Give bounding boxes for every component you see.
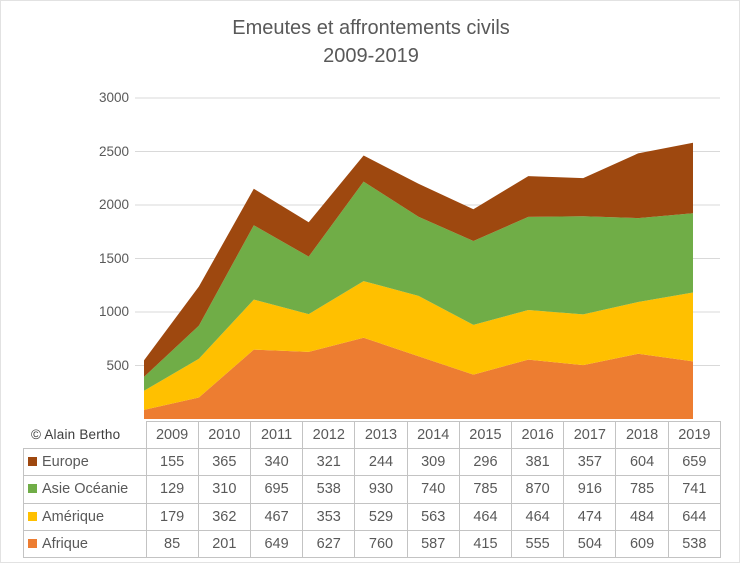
value-cell: 340 <box>249 448 304 477</box>
legend-swatch-icon <box>28 538 37 548</box>
table-row-afrique: Afrique 85 201 649 627 760 587 415 555 504 609 538 <box>23 529 722 559</box>
value-cell: 785 <box>615 475 669 504</box>
value-cell: 129 <box>145 475 199 504</box>
y-axis-tick-label: 2500 <box>98 143 129 159</box>
value-cell: 362 <box>197 502 251 531</box>
value-cell: 870 <box>511 475 565 504</box>
legend-label: Amérique <box>42 508 105 525</box>
value-cell: 538 <box>302 475 356 504</box>
value-cell: 627 <box>302 529 356 559</box>
year-header-cell: 2018 <box>615 420 669 450</box>
data-table: 2009 2010 2011 2012 2013 2014 2015 2016 2017 2018… <box>23 420 722 559</box>
value-cell: 644 <box>667 502 722 531</box>
value-cell: 464 <box>511 502 565 531</box>
y-axis-tick-label: 1500 <box>98 250 129 266</box>
year-header-cell: 2015 <box>458 420 513 450</box>
year-header-cell: 2014 <box>406 420 460 450</box>
y-axis-tick-label: 2000 <box>98 197 129 212</box>
legend-label: Afrique <box>42 535 88 552</box>
value-cell: 930 <box>354 475 408 504</box>
value-cell: 464 <box>458 502 513 531</box>
value-cell: 155 <box>145 448 199 477</box>
area-europe <box>144 142 693 377</box>
value-cell: 587 <box>406 529 460 559</box>
value-cell: 604 <box>615 448 669 477</box>
value-cell: 649 <box>249 529 304 559</box>
value-cell: 760 <box>354 529 408 559</box>
value-cell: 415 <box>458 529 513 559</box>
value-cell: 179 <box>145 502 199 531</box>
table-row-europe: Europe 155 365 340 321 244 309 296 381 357 604 659 <box>23 448 722 477</box>
value-cell: 504 <box>563 529 617 559</box>
value-cell: 357 <box>563 448 617 477</box>
legend-cell: Asie Océanie <box>23 475 147 504</box>
legend-swatch-icon <box>28 457 37 467</box>
value-cell: 381 <box>511 448 565 477</box>
value-cell: 741 <box>667 475 722 504</box>
value-cell: 321 <box>302 448 356 477</box>
table-row-amérique: Amérique 179 362 467 353 529 563 464 464 474 484 64… <box>23 502 722 531</box>
year-header-cell: 2011 <box>249 420 304 450</box>
value-cell: 244 <box>354 448 408 477</box>
value-cell: 695 <box>249 475 304 504</box>
value-cell: 785 <box>458 475 513 504</box>
value-cell: 310 <box>197 475 251 504</box>
value-cell: 529 <box>354 502 408 531</box>
value-cell: 659 <box>667 448 722 477</box>
table-corner-cell <box>24 422 147 449</box>
y-axis-tick-label: 1000 <box>98 304 129 319</box>
value-cell: 85 <box>145 529 199 559</box>
year-header-cell: 2019 <box>667 420 722 450</box>
value-cell: 740 <box>406 475 460 504</box>
chart-title-line2: 2009-2019 <box>323 45 419 67</box>
value-cell: 563 <box>406 502 460 531</box>
y-axis-tick-label: 500 <box>106 357 129 373</box>
copyright-label: © Alain Bertho <box>31 427 121 442</box>
value-cell: 201 <box>197 529 251 559</box>
y-axis-tick-label: 3000 <box>98 90 129 105</box>
legend-cell: Afrique <box>23 529 147 559</box>
value-cell: 609 <box>615 529 669 559</box>
area-asie-océanie <box>144 181 693 391</box>
chart-title-line1: Emeutes et affrontements civils <box>232 17 510 39</box>
area-amérique <box>144 281 693 410</box>
legend-label: Europe <box>42 454 89 471</box>
year-header-cell: 2013 <box>354 420 408 450</box>
value-cell: 474 <box>563 502 617 531</box>
legend-label: Asie Océanie <box>42 481 129 498</box>
value-cell: 309 <box>406 448 460 477</box>
year-header-cell: 2017 <box>563 420 617 450</box>
value-cell: 484 <box>615 502 669 531</box>
value-cell: 555 <box>511 529 565 559</box>
value-cell: 538 <box>667 529 722 559</box>
year-header-cell: 2009 <box>145 420 199 450</box>
area-afrique <box>144 337 693 419</box>
chart-title: Emeutes et affrontements civils 2009-201… <box>1 14 739 70</box>
legend-cell: Amérique <box>23 502 147 531</box>
value-cell: 467 <box>249 502 304 531</box>
value-cell: 353 <box>302 502 356 531</box>
year-header-cell: 2016 <box>511 420 565 450</box>
year-header-cell: 2010 <box>197 420 251 450</box>
legend-swatch-icon <box>28 511 37 521</box>
legend-swatch-icon <box>28 484 37 494</box>
value-cell: 916 <box>563 475 617 504</box>
year-header-cell: 2012 <box>302 420 356 450</box>
value-cell: 365 <box>197 448 251 477</box>
table-row-asie-océanie: Asie Océanie 129 310 695 538 930 740 785 870 916 7… <box>23 475 722 504</box>
legend-cell: Europe <box>23 448 147 477</box>
value-cell: 296 <box>458 448 513 477</box>
